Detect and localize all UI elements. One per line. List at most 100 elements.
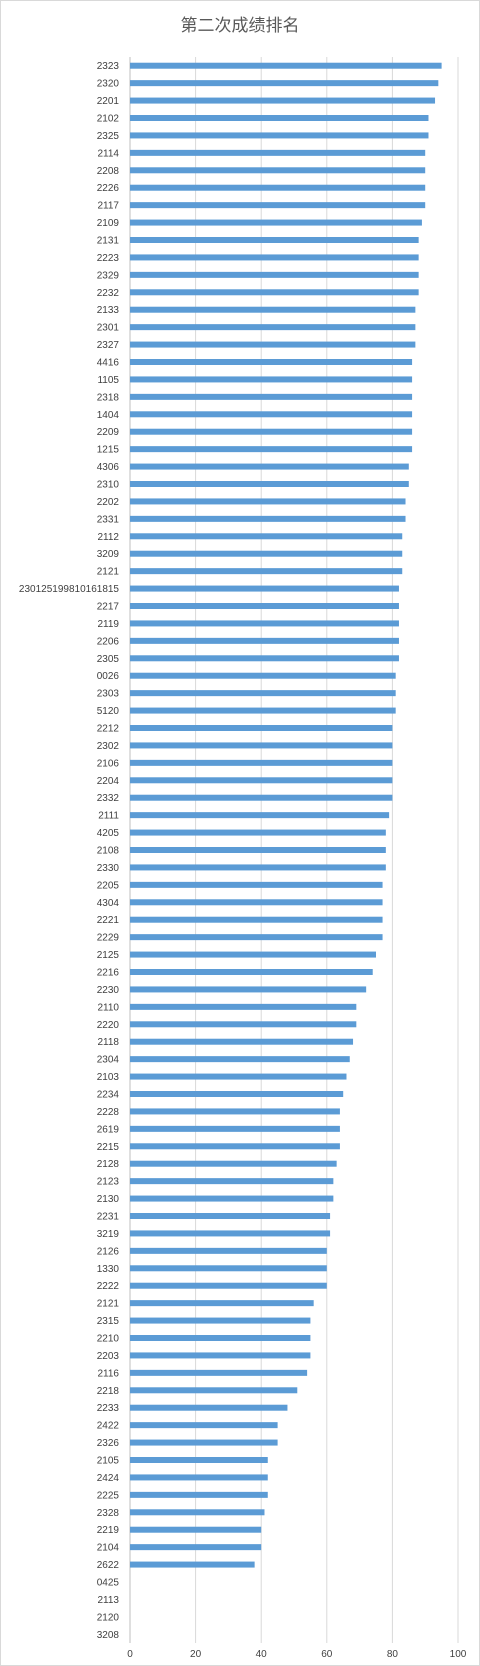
bar — [130, 341, 416, 348]
bar — [130, 481, 409, 487]
category-label: 2305 — [97, 654, 120, 665]
bar — [130, 1160, 337, 1167]
category-label: 2328 — [97, 1508, 120, 1519]
category-label: 2210 — [97, 1334, 120, 1345]
category-label: 2424 — [97, 1473, 120, 1484]
bar — [130, 463, 409, 470]
bar — [130, 603, 399, 609]
bar — [130, 515, 406, 522]
bar — [130, 1439, 278, 1446]
category-label: 2120 — [97, 1612, 120, 1623]
category-label: 2223 — [97, 253, 120, 264]
bar — [130, 1526, 262, 1533]
category-label: 2215 — [97, 1142, 120, 1153]
category-label: 2233 — [97, 1403, 120, 1414]
bar — [130, 1317, 311, 1324]
category-label: 2104 — [97, 1543, 120, 1554]
category-label: 2225 — [97, 1490, 120, 1501]
category-label: 1330 — [97, 1264, 120, 1275]
bar — [130, 620, 399, 627]
category-label: 2326 — [97, 1438, 120, 1449]
category-label: 2230 — [97, 985, 120, 996]
bar — [130, 794, 393, 801]
category-label: 2121 — [97, 1299, 120, 1310]
bar — [130, 411, 413, 418]
category-label: 2105 — [97, 1456, 120, 1467]
bar — [130, 1422, 278, 1429]
bar — [130, 359, 413, 365]
category-label: 2205 — [97, 880, 120, 891]
x-tick-label: 100 — [450, 1649, 467, 1660]
category-label: 4205 — [97, 828, 120, 839]
category-label: 2204 — [97, 776, 120, 787]
category-label: 2234 — [97, 1090, 120, 1101]
bar — [130, 655, 399, 662]
category-label: 2422 — [97, 1421, 120, 1432]
category-label: 4304 — [97, 898, 120, 909]
bar — [130, 115, 429, 121]
bar — [130, 306, 416, 313]
x-tick-label: 40 — [256, 1649, 268, 1660]
bar — [130, 1352, 311, 1359]
bar — [130, 1509, 265, 1516]
x-axis-tick-labels: 0 20 40 60 80 100 — [127, 1649, 467, 1660]
category-label: 2226 — [97, 183, 120, 194]
bar — [130, 585, 399, 592]
bar — [130, 1178, 334, 1185]
category-label: 2212 — [97, 724, 120, 735]
category-label: 2221 — [97, 915, 120, 926]
category-label: 2301 — [97, 323, 120, 334]
category-label: 2113 — [97, 1595, 119, 1606]
bar — [130, 637, 399, 644]
bar — [130, 1335, 311, 1341]
bar — [130, 97, 436, 104]
bar — [130, 550, 403, 557]
category-label: 2220 — [97, 1020, 120, 1031]
category-label: 4306 — [97, 462, 120, 473]
category-label: 3209 — [97, 549, 120, 560]
bar — [130, 812, 390, 819]
bar — [130, 428, 413, 435]
bar — [130, 759, 393, 766]
category-label: 2217 — [97, 602, 120, 613]
bar — [130, 1404, 288, 1411]
category-label: 2112 — [97, 532, 119, 543]
category-label: 2206 — [97, 636, 120, 647]
bar — [130, 864, 386, 871]
bar — [130, 847, 386, 853]
bar — [130, 725, 393, 731]
x-tick-label: 20 — [190, 1649, 202, 1660]
bar — [130, 167, 426, 174]
bar — [130, 1369, 308, 1376]
category-label: 2327 — [97, 340, 120, 351]
category-label: 0026 — [97, 671, 120, 682]
x-tick-label: 80 — [387, 1649, 399, 1660]
bar — [130, 1091, 344, 1097]
bar — [130, 1143, 340, 1150]
bar — [130, 324, 416, 331]
bar — [130, 1056, 350, 1063]
bar — [130, 881, 383, 888]
bar — [130, 916, 383, 923]
category-label: 2109 — [97, 218, 120, 229]
category-label: 2117 — [97, 201, 119, 212]
x-tick-label: 0 — [127, 1649, 133, 1660]
category-label: 2622 — [97, 1560, 120, 1571]
bar — [130, 777, 393, 784]
bar — [130, 1282, 327, 1289]
bar — [130, 1073, 347, 1080]
category-label: 2106 — [97, 758, 120, 769]
category-label: 2332 — [97, 793, 120, 804]
category-label: 2131 — [97, 236, 120, 247]
category-label: 1404 — [97, 410, 120, 421]
category-label: 2329 — [97, 270, 120, 281]
bar — [130, 184, 426, 191]
category-label: 2218 — [97, 1386, 120, 1397]
bar — [130, 672, 396, 679]
bar — [130, 1230, 331, 1237]
category-label: 1105 — [97, 375, 119, 386]
category-label: 2202 — [97, 497, 120, 508]
bar — [130, 1474, 268, 1481]
category-label: 2203 — [97, 1351, 120, 1362]
bar — [130, 1544, 262, 1551]
